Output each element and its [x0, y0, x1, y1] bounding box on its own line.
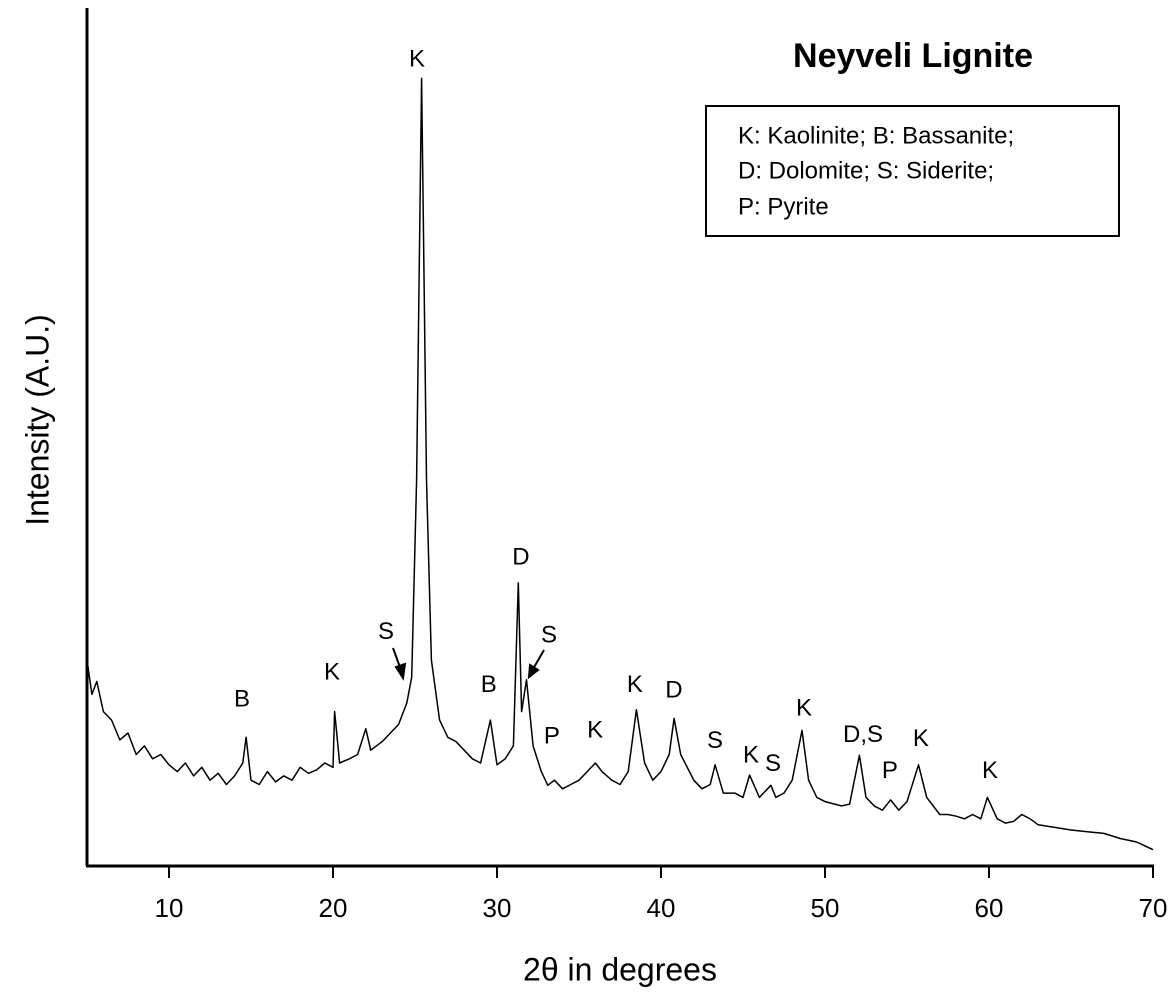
arrow	[532, 649, 545, 670]
x-tick-label: 70	[1139, 893, 1168, 923]
peak-label: D	[512, 543, 529, 570]
arrow-head	[527, 663, 540, 680]
legend-text: D: Dolomite; S: Siderite;	[738, 157, 994, 184]
arrow-head	[394, 662, 407, 681]
x-tick-label: 10	[155, 893, 184, 923]
peak-label: K	[324, 658, 340, 685]
peak-label: S	[378, 618, 394, 645]
legend-text: K: Kaolinite; B: Bassanite;	[738, 122, 1014, 149]
peak-label: B	[234, 686, 250, 713]
peak-label: B	[481, 671, 497, 698]
peak-label: D	[665, 676, 682, 703]
peak-label: K	[587, 717, 603, 744]
legend-box	[705, 105, 1120, 237]
x-tick-label: 60	[975, 893, 1004, 923]
y-axis-title: Intensity (A.U.)	[19, 314, 55, 526]
peak-label: S	[541, 621, 557, 648]
data-line	[86, 77, 1154, 851]
x-tick-label: 30	[483, 893, 512, 923]
peak-label: K	[409, 46, 425, 73]
peak-label: D,S	[843, 721, 883, 748]
peak-label: K	[627, 671, 643, 698]
peak-label: P	[544, 723, 560, 750]
peak-label: K	[743, 742, 759, 769]
legend-text: P: Pyrite	[738, 193, 829, 220]
chart-title: Neyveli Lignite	[793, 37, 1033, 75]
peak-label: S	[765, 750, 781, 777]
peak-label: K	[982, 757, 998, 784]
peak-label: K	[913, 725, 929, 752]
peak-label: K	[796, 694, 812, 721]
peak-label: P	[882, 757, 898, 784]
peak-label: S	[707, 727, 723, 754]
x-tick-label: 50	[811, 893, 840, 923]
arrows	[392, 647, 545, 681]
x-tick-label: 40	[647, 893, 676, 923]
x-axis-title: 2θ in degrees	[523, 951, 717, 987]
x-tick-label: 20	[319, 893, 348, 923]
